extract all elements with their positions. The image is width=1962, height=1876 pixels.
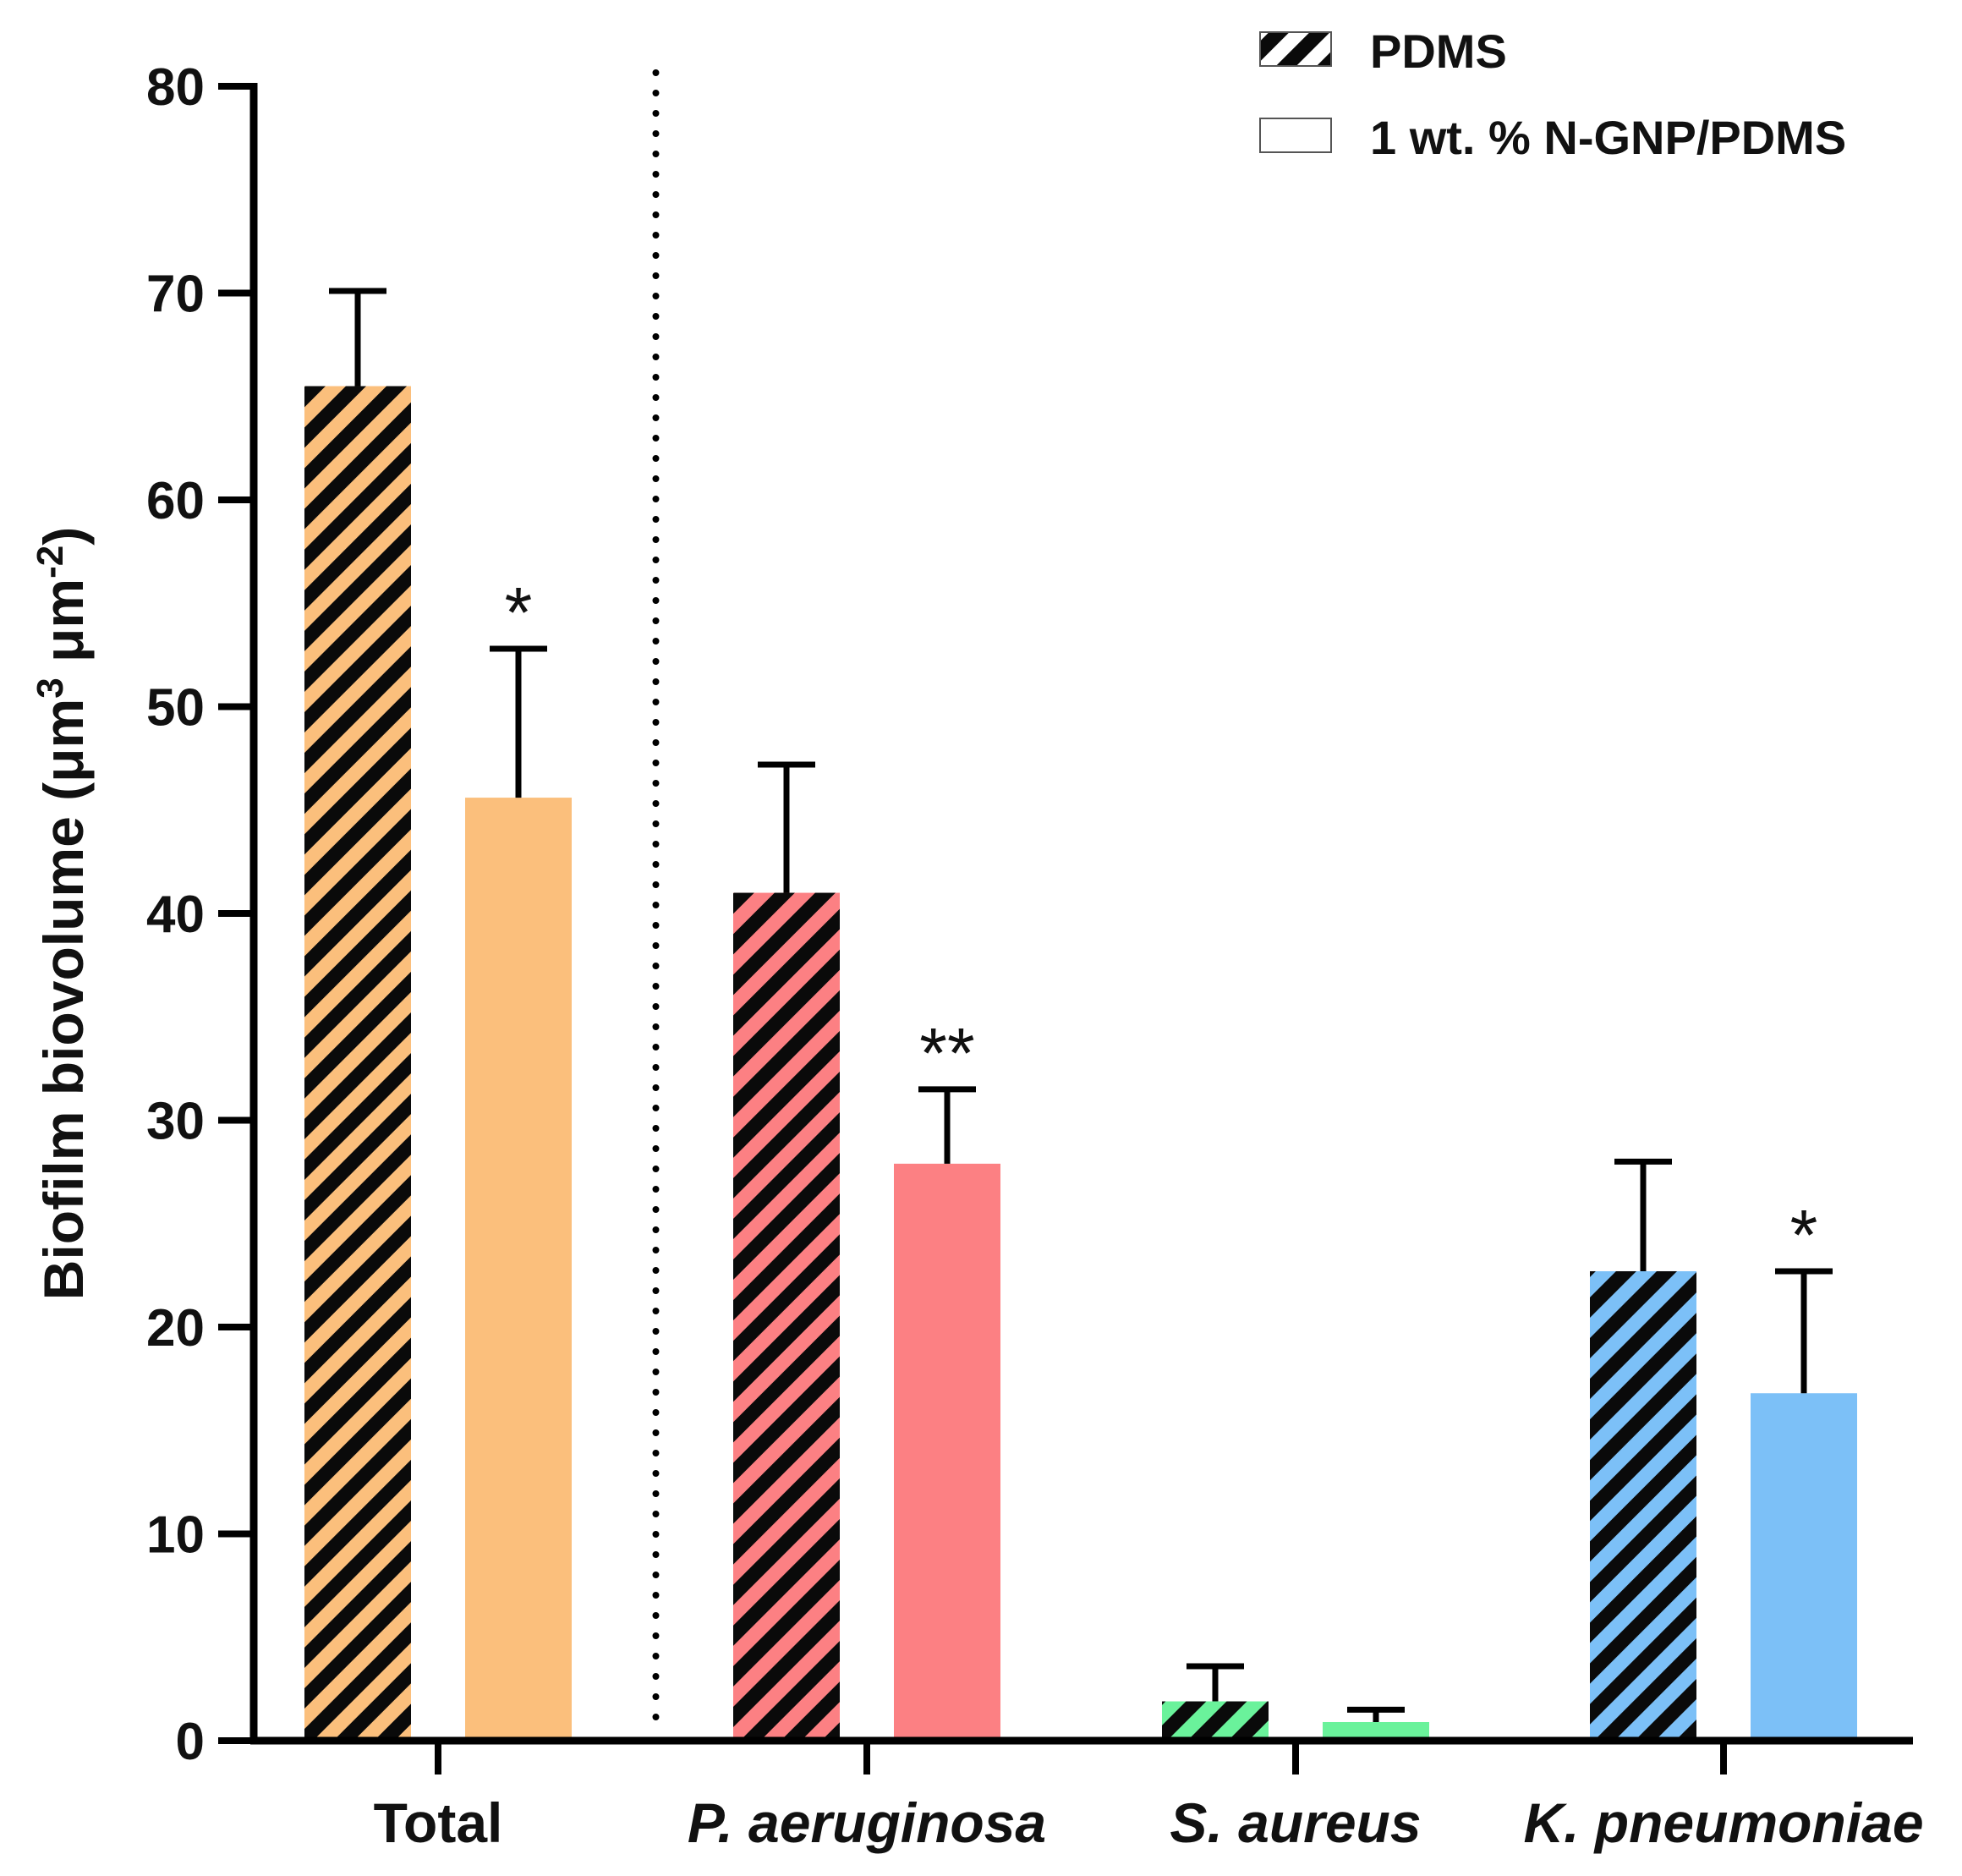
bars-layer (304, 386, 1857, 1741)
legend: PDMS 1 wt. % N-GNP/PDMS (1259, 25, 1846, 164)
legend-item-ngnp: 1 wt. % N-GNP/PDMS (1259, 111, 1846, 164)
x-category-label: K. pneumoniae (1523, 1791, 1923, 1854)
x-category-label: Total (374, 1791, 503, 1854)
legend-swatch-pdms (1259, 31, 1332, 67)
y-tick-label: 60 (146, 472, 205, 530)
legend-item-pdms: PDMS (1259, 25, 1507, 78)
significance-mark: * (505, 573, 533, 652)
y-tick-label: 20 (146, 1299, 205, 1358)
error-bars-layer (329, 288, 1833, 1722)
legend-label-pdms: PDMS (1370, 25, 1507, 78)
y-tick-label: 30 (146, 1093, 205, 1151)
y-axis-title: Biofilm biovolume (μm3 μm-2) (30, 527, 96, 1300)
bar-hatch-overlay (1162, 1701, 1269, 1741)
x-ticks: Total P. aeruginosa S. aureus K. pneumoniae (374, 1741, 1924, 1854)
y-ticks: 0 10 20 30 40 50 60 70 80 (146, 58, 254, 1771)
bar-ngnp (1323, 1721, 1429, 1741)
bar-hatch-overlay (304, 386, 411, 1741)
bar-hatch-overlay (733, 892, 840, 1741)
y-tick-label: 40 (146, 886, 205, 944)
x-category-label: S. aureus (1170, 1791, 1421, 1854)
significance-mark: * (1790, 1195, 1818, 1275)
bar-hatch-overlay (1590, 1270, 1696, 1741)
y-tick-label: 80 (146, 58, 205, 117)
legend-swatch-ngnp (1259, 118, 1332, 153)
bar-ngnp (1751, 1393, 1857, 1741)
bar-ngnp (894, 1163, 1000, 1741)
y-tick-label: 70 (146, 266, 205, 324)
x-category-label: P. aeruginosa (688, 1791, 1046, 1854)
legend-label-ngnp: 1 wt. % N-GNP/PDMS (1370, 111, 1846, 164)
significance-mark: ** (919, 1013, 974, 1093)
y-tick-label: 50 (146, 679, 205, 738)
y-tick-label: 0 (176, 1713, 205, 1771)
y-tick-label: 10 (146, 1506, 205, 1565)
significance-layer: **** (505, 573, 1818, 1275)
bar-ngnp (465, 798, 572, 1741)
